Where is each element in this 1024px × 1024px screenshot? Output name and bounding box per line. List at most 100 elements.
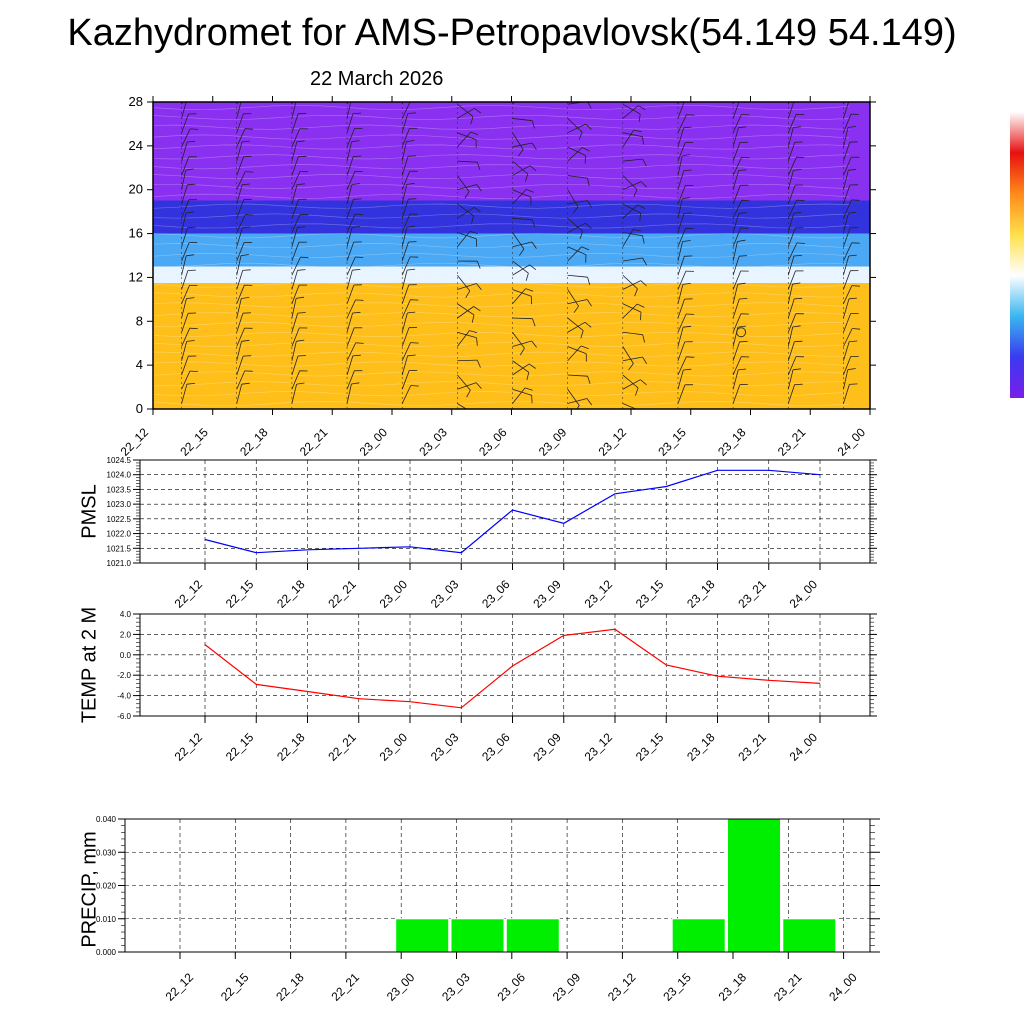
wind-barb — [567, 118, 583, 133]
wind-barb — [457, 103, 474, 117]
x-tick-label: 23_06 — [476, 425, 510, 459]
wind-barb-feather — [632, 229, 641, 232]
wind-barb — [622, 346, 634, 364]
wind-barb — [677, 270, 687, 290]
wind-barb — [181, 384, 188, 404]
x-tick-label: 23_12 — [582, 577, 616, 611]
wind-barb-feather — [738, 84, 746, 85]
wind-barb — [622, 331, 643, 336]
wind-barb-feather — [738, 169, 747, 171]
wind-barb — [236, 156, 244, 176]
contour-line — [153, 282, 850, 288]
wind-barb — [843, 212, 849, 233]
wind-barb — [346, 327, 355, 347]
wind-barb — [512, 189, 527, 205]
wind-barb — [843, 142, 851, 162]
wind-barb — [181, 242, 190, 262]
wind-barb — [346, 128, 355, 148]
wind-barb — [787, 114, 797, 133]
wind-barb-feather — [296, 183, 306, 185]
wind-barb — [401, 184, 408, 205]
wind-barb-feather — [738, 212, 747, 214]
wind-barb — [567, 317, 584, 331]
x-tick-label: 24_00 — [787, 730, 821, 764]
x-tick-label: 23_03 — [439, 970, 473, 1004]
wind-barb-feather — [585, 123, 592, 130]
wind-barb-feather — [186, 297, 195, 299]
contour-line — [153, 262, 850, 268]
wind-barb — [236, 298, 242, 319]
wind-barb — [236, 171, 246, 190]
wind-barb-feather — [793, 255, 802, 257]
wind-barb-feather — [532, 219, 536, 228]
wind-barb — [843, 298, 850, 319]
x-tick-label: 22_18 — [274, 730, 308, 764]
wind-barb-feather — [572, 206, 579, 214]
wind-barb — [567, 374, 588, 377]
wind-barb-feather — [683, 126, 692, 129]
precip-bar — [727, 818, 781, 953]
x-tick-label: 22_18 — [237, 425, 271, 459]
wind-barb — [843, 341, 850, 361]
wind-barb-feather — [849, 383, 858, 385]
wind-barb — [401, 113, 409, 133]
x-tick-label: 23_18 — [684, 730, 718, 764]
wind-barb — [843, 199, 852, 219]
wind-barb — [236, 199, 245, 219]
wind-barb — [622, 229, 634, 247]
wind-barb — [181, 227, 188, 247]
wind-barb-feather — [640, 312, 642, 321]
wind-barb-feather — [848, 211, 857, 214]
wind-barb — [732, 157, 742, 176]
x-tick-label: 23_18 — [716, 970, 750, 1004]
wind-barb — [732, 341, 740, 361]
wind-barb — [787, 298, 795, 319]
contour-line — [153, 351, 849, 357]
wind-barb — [512, 332, 525, 349]
x-tick-label: 23_09 — [536, 425, 570, 459]
wind-barb-feather — [408, 155, 417, 157]
wind-barb-feather — [186, 383, 195, 385]
wind-barb — [567, 217, 583, 232]
wind-barb-feather — [686, 114, 695, 116]
contour-line — [153, 381, 850, 387]
wind-barb-feather — [531, 241, 537, 249]
y-tick-label: 0.020 — [96, 882, 117, 891]
wind-barb-feather — [642, 136, 645, 145]
wind-barb — [457, 231, 471, 247]
wind-barb — [567, 321, 586, 333]
wind-barb-feather — [352, 269, 361, 271]
wind-barb — [181, 341, 188, 361]
y-tick-label: 12 — [129, 269, 143, 284]
x-tick-label: 23_00 — [377, 730, 411, 764]
x-tick-label: 24_00 — [826, 970, 860, 1004]
x-tick-label: 22_12 — [118, 425, 152, 459]
wind-barb — [181, 199, 190, 219]
wind-barb-feather — [847, 126, 856, 128]
wind-barb — [236, 242, 245, 262]
wind-barb — [291, 113, 299, 133]
y-tick-label: 0.010 — [96, 915, 117, 924]
wind-barb — [787, 127, 794, 148]
wind-barb — [843, 227, 851, 247]
wind-barb — [677, 369, 684, 390]
wind-barb — [512, 241, 532, 248]
wind-barb — [181, 113, 189, 133]
wind-barb-feather — [634, 288, 638, 297]
wind-barb-feather — [476, 261, 481, 269]
wind-barb-feather — [187, 226, 196, 229]
wind-barb-feather — [587, 178, 590, 187]
contour-line — [153, 154, 850, 160]
wind-barb — [236, 370, 246, 390]
wind-barb-feather — [683, 212, 693, 214]
wind-barb — [512, 388, 532, 396]
wind-barb-feather — [469, 330, 478, 334]
wind-barb — [181, 285, 190, 304]
contour-line — [153, 302, 850, 308]
wind-barb — [346, 184, 353, 205]
wind-barb — [401, 199, 409, 219]
wind-barb-feather — [355, 256, 364, 258]
wind-barb — [291, 298, 297, 319]
wind-barb-feather — [642, 257, 647, 266]
wind-barb — [567, 222, 586, 233]
